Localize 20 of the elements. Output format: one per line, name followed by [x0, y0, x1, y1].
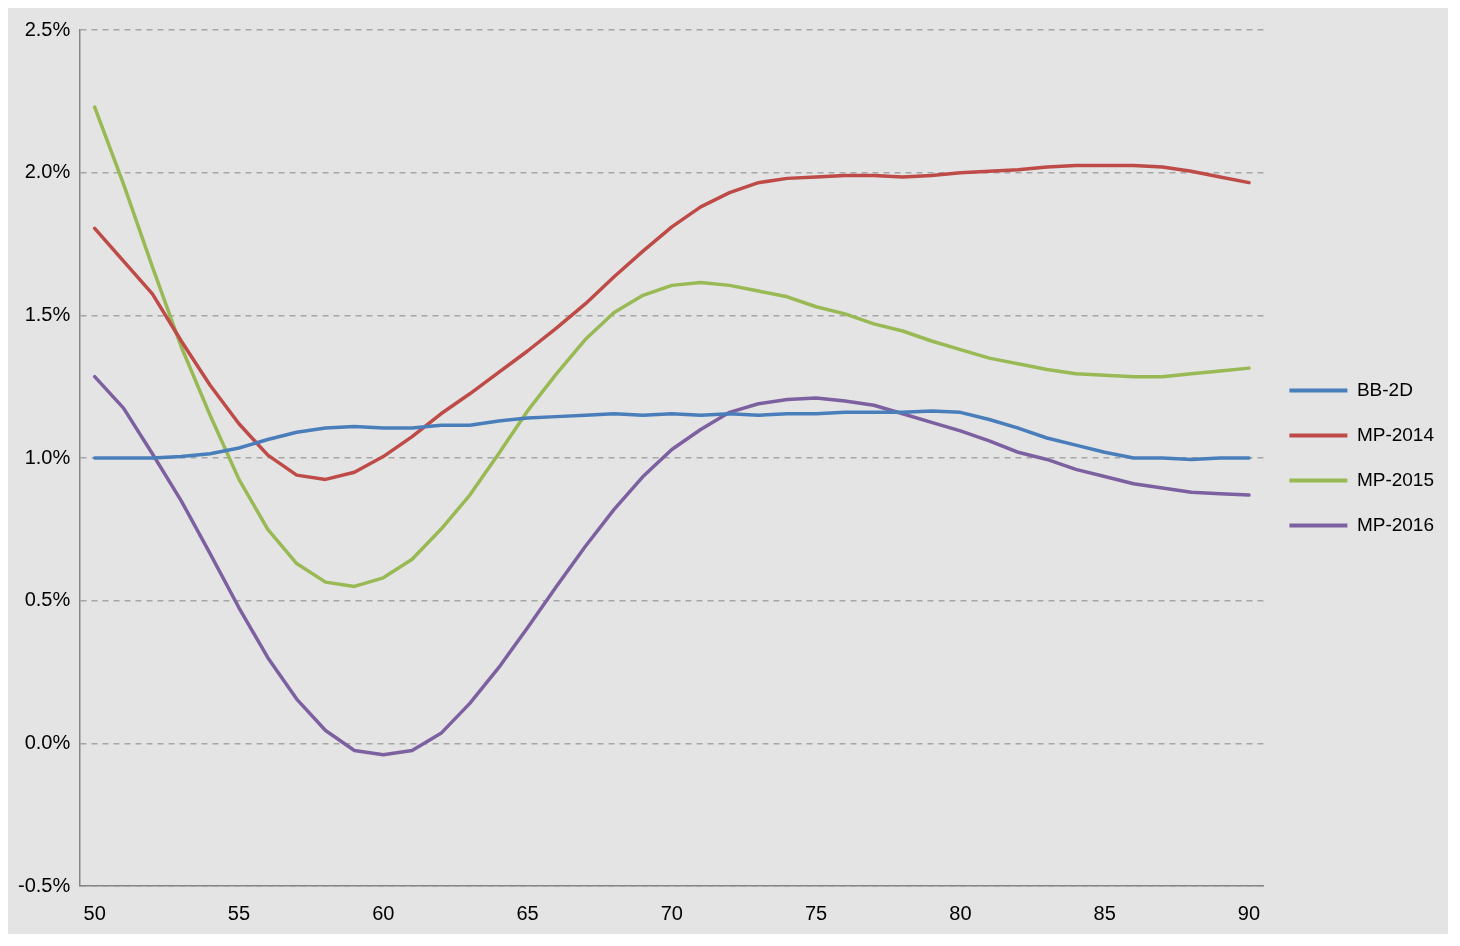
x-tick-label: 75 — [804, 901, 828, 924]
x-tick-label: 70 — [660, 901, 683, 924]
y-tick-label: 2.0% — [24, 160, 71, 183]
x-tick-label: 85 — [1093, 901, 1116, 924]
y-tick-label: 1.0% — [24, 445, 71, 468]
y-tick-label: 0.0% — [24, 730, 71, 753]
x-tick-label: 90 — [1237, 901, 1261, 924]
x-tick-label: 55 — [227, 901, 251, 924]
legend-label: MP-2014 — [1356, 423, 1435, 445]
legend-label: BB-2D — [1356, 378, 1413, 400]
x-tick-label: 80 — [949, 901, 972, 924]
y-tick-label: 1.5% — [24, 302, 71, 325]
legend-label: MP-2015 — [1356, 468, 1435, 490]
y-tick-label: 2.5% — [24, 17, 71, 40]
x-tick-label: 65 — [516, 901, 539, 924]
x-tick-label: 50 — [83, 901, 106, 924]
x-tick-label: 60 — [372, 901, 395, 924]
y-tick-label: -0.5% — [18, 873, 71, 896]
legend-label: MP-2016 — [1356, 513, 1435, 535]
y-tick-label: 0.5% — [24, 588, 71, 611]
